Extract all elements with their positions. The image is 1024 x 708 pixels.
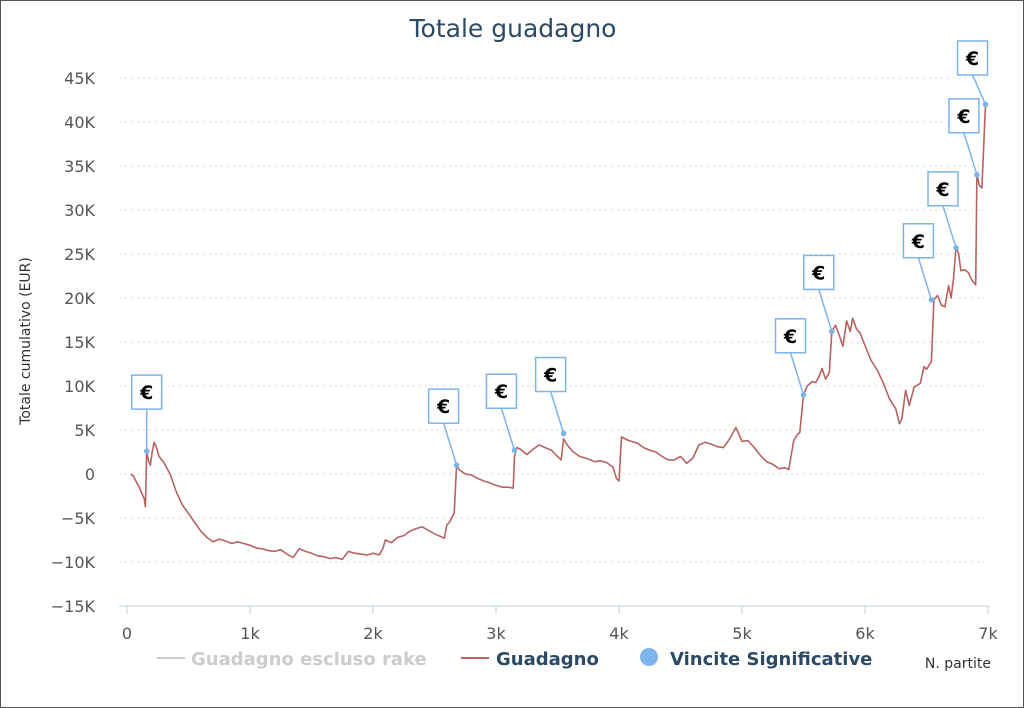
x-axis: 0 1k 2k 3k 4k 5k 6k 7k	[119, 605, 998, 643]
win-flag-connector	[442, 422, 458, 466]
win-flag[interactable]: €	[774, 318, 807, 398]
win-flag-connector	[818, 289, 833, 332]
y-tick-label: −15K	[51, 597, 96, 616]
win-flag-label: €	[543, 365, 557, 387]
legend-item-guadagno-escluso-rake[interactable]: Guadagno escluso rake	[157, 649, 427, 670]
significant-win-flags: € € € € € € € € € €	[130, 40, 989, 469]
win-point[interactable]	[453, 462, 460, 469]
win-flag[interactable]: €	[130, 374, 163, 454]
win-flag-label: €	[436, 396, 450, 418]
y-tick-label: 30K	[64, 201, 95, 220]
win-point[interactable]	[800, 392, 807, 398]
win-flag-connector	[500, 408, 516, 451]
win-flag-box	[927, 171, 959, 207]
win-flag-connector	[549, 391, 565, 434]
x-tick-label: 3k	[486, 624, 506, 643]
legend-label-vincite: Vincite Significative	[670, 649, 872, 670]
win-flag-box	[803, 254, 835, 291]
series-line-guadagno	[130, 104, 987, 561]
y-tick-label: 25K	[64, 245, 95, 264]
win-flag-label: €	[783, 326, 797, 348]
win-flag[interactable]: €	[927, 171, 959, 251]
x-tick-label: 2k	[363, 624, 383, 643]
win-flag[interactable]: €	[948, 98, 980, 178]
y-axis-ticks: −15K −10K −5K 0 5K 10K 15K 20K 25K 30K 35K 40K 45K	[51, 69, 96, 616]
win-flag-label: €	[139, 382, 153, 404]
win-flag-box	[485, 373, 518, 409]
win-flag[interactable]: €	[902, 223, 935, 303]
win-point[interactable]	[928, 296, 935, 303]
x-tick-label: 0	[122, 624, 132, 643]
y-tick-label: 45K	[64, 69, 95, 88]
win-flag[interactable]: €	[803, 254, 835, 335]
legend-item-guadagno[interactable]: Guadagno	[461, 649, 599, 670]
win-flag-box	[130, 374, 163, 410]
win-flag[interactable]: €	[534, 356, 567, 437]
x-tick-label: 7k	[978, 624, 998, 643]
y-tick-label: 20K	[64, 289, 95, 308]
legend-label-escluso-rake: Guadagno escluso rake	[191, 649, 427, 670]
win-flag-connector	[971, 74, 987, 105]
series-layer	[130, 104, 987, 561]
y-tick-label: 40K	[64, 113, 95, 132]
win-flag-connector	[963, 132, 978, 176]
win-flag-label: €	[494, 381, 508, 403]
x-tick-label: 1k	[240, 624, 260, 643]
win-point[interactable]	[560, 430, 567, 437]
y-tick-label: 5K	[74, 421, 95, 440]
y-tick-label: 15K	[64, 333, 95, 352]
win-flag-label: €	[911, 231, 925, 253]
y-tick-label: 10K	[64, 377, 95, 396]
grid-lines	[119, 77, 988, 563]
win-flag-box	[534, 356, 567, 393]
win-point[interactable]	[143, 448, 150, 454]
win-flag-connector	[917, 257, 933, 300]
y-axis-title: Totale cumulativo (EUR)	[18, 257, 34, 426]
win-flag-connector	[942, 205, 957, 249]
x-tick-label: 6k	[855, 624, 875, 643]
win-point[interactable]	[974, 172, 980, 178]
win-flag-box	[902, 223, 935, 259]
y-tick-label: −10K	[51, 553, 96, 572]
y-tick-label: 35K	[64, 157, 95, 176]
win-flag[interactable]: €	[485, 373, 518, 454]
win-point[interactable]	[828, 328, 835, 335]
win-point[interactable]	[953, 245, 959, 251]
chart-title: Totale guadagno	[409, 14, 617, 43]
legend: Guadagno escluso rake Guadagno Vincite S…	[157, 648, 872, 670]
win-flag-box	[427, 388, 460, 424]
x-axis-title: N. partite	[925, 656, 991, 672]
win-flag-label: €	[935, 179, 949, 201]
y-tick-label: 0	[85, 465, 95, 484]
win-flag-box	[956, 40, 989, 76]
win-point[interactable]	[982, 101, 989, 108]
y-tick-label: −5K	[61, 509, 96, 528]
legend-item-vincite-significative[interactable]: Vincite Significative	[640, 648, 872, 670]
win-flag-label: €	[956, 106, 970, 128]
win-flag-box	[774, 318, 807, 354]
x-tick-label: 5k	[732, 624, 752, 643]
win-flag[interactable]: €	[956, 40, 989, 108]
win-flag-label: €	[811, 262, 825, 284]
win-flag-label: €	[965, 48, 979, 70]
legend-dot-icon	[640, 648, 658, 666]
x-tick-label: 4k	[609, 624, 629, 643]
win-point[interactable]	[511, 447, 518, 454]
win-flag[interactable]: €	[427, 388, 460, 469]
win-flag-box	[948, 98, 980, 134]
legend-label-guadagno: Guadagno	[496, 649, 599, 670]
win-flag-connector	[789, 352, 805, 396]
